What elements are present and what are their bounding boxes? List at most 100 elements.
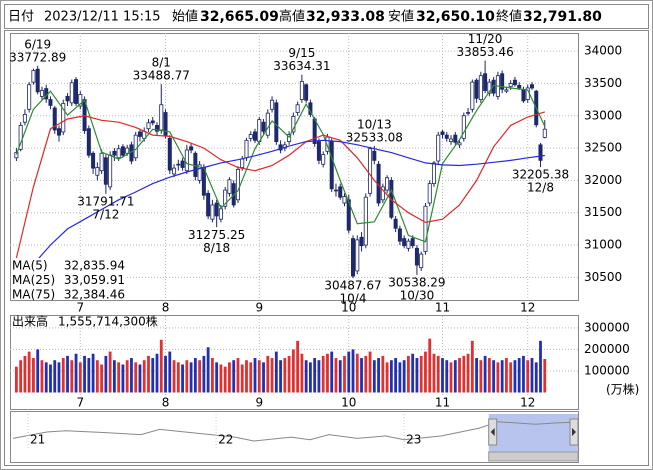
navigator-scrollbar[interactable]: [488, 451, 579, 462]
annotation-date: 11/20: [468, 32, 503, 46]
candle-body: [95, 167, 100, 176]
price-panel: [10, 33, 579, 301]
candle-body: [257, 119, 262, 143]
x-tick-label: 10: [341, 301, 356, 315]
volume-bar: [368, 351, 372, 393]
volume-bar: [402, 360, 406, 393]
volume-bar: [338, 360, 342, 393]
candle-body: [397, 228, 402, 242]
ma-line: [15, 111, 545, 259]
annotation-date: 10/4: [340, 292, 367, 306]
candle-body: [333, 189, 338, 192]
candle-body: [193, 152, 198, 177]
ma-line: [15, 139, 545, 291]
legend-value: 32,384.46: [64, 288, 125, 302]
candle-body: [27, 84, 32, 110]
candle-body: [538, 144, 543, 161]
annotation-date: 8/1: [152, 56, 171, 70]
header-label: 安値: [388, 9, 414, 25]
volume-bar: [215, 362, 219, 393]
volume-bar: [270, 358, 274, 393]
candle-body: [227, 179, 232, 194]
candle-body: [274, 102, 279, 143]
y-tick-label: 31000: [584, 238, 622, 252]
candle-body: [487, 81, 492, 94]
volume-bar: [534, 362, 538, 393]
volume-bar: [441, 358, 444, 393]
annotation-date: 8/18: [203, 241, 230, 255]
volume-panel: [10, 315, 579, 410]
candle-body: [278, 144, 283, 151]
volume-bar: [407, 355, 410, 393]
candle-body: [35, 68, 40, 93]
volume-bar: [309, 362, 312, 393]
volume-bar: [424, 351, 427, 393]
annotation-date: 7/12: [92, 207, 119, 221]
annotation-price: 33634.31: [273, 59, 330, 73]
volume-bar: [411, 353, 415, 393]
candle-body: [240, 158, 245, 168]
navigator-tick-label: 21: [30, 433, 45, 447]
candle-body: [521, 89, 526, 102]
volume-bar: [95, 360, 99, 393]
candle-body: [159, 104, 164, 131]
annotation-date: 12/8: [527, 181, 554, 195]
price-plot: [14, 60, 547, 291]
volume-bar: [176, 362, 180, 393]
candle-body: [22, 114, 27, 123]
candle-body: [351, 238, 356, 277]
x-tick-label: 10: [341, 396, 356, 410]
candle-body: [431, 162, 436, 185]
candle-body: [385, 177, 390, 191]
volume-bar: [543, 359, 547, 393]
volume-bar: [432, 353, 436, 393]
y-tick-label: 33000: [584, 108, 622, 122]
volume-bar: [36, 349, 40, 393]
candle-body: [329, 141, 334, 190]
volume-bar: [168, 351, 172, 393]
candle-body: [461, 115, 466, 139]
volume-bar: [23, 355, 27, 393]
candle-body: [423, 205, 428, 252]
volume-bar: [381, 355, 385, 393]
volume-bar: [351, 349, 355, 393]
volume-bar: [313, 358, 317, 393]
annotation-price: 32205.38: [512, 168, 569, 182]
candle-body: [457, 142, 462, 146]
volume-bar: [61, 358, 65, 393]
volume-bar: [198, 360, 202, 393]
annotation-price: 33853.46: [456, 45, 513, 59]
volume-bar: [228, 362, 231, 393]
candle-body: [393, 218, 398, 229]
candle-body: [427, 183, 432, 204]
candle-body: [39, 90, 44, 97]
volume-bar: [415, 358, 419, 393]
header-value: 32,650.10: [416, 9, 495, 25]
x-tick-label: 12: [520, 396, 535, 410]
candle-body: [508, 83, 513, 88]
candle-body: [120, 146, 125, 156]
volume-bar: [479, 360, 483, 393]
header-box: [4, 4, 649, 29]
candle-body: [299, 81, 304, 100]
candle-body: [414, 247, 419, 266]
candle-body: [218, 208, 223, 220]
candle-body: [206, 192, 211, 217]
volume-bar: [343, 355, 346, 393]
volume-bar: [142, 360, 146, 393]
candle-body: [14, 152, 19, 159]
candle-body: [440, 131, 445, 135]
candle-body: [449, 138, 454, 143]
volume-bar: [526, 360, 530, 393]
candle-body: [504, 89, 509, 92]
volume-bar: [134, 362, 138, 393]
candle-body: [125, 147, 130, 154]
candle-body: [304, 84, 309, 101]
candle-body: [312, 118, 317, 144]
y-tick-label: 32000: [584, 173, 622, 187]
y-tick-label: 31500: [584, 205, 622, 219]
y-tick-label: 30500: [584, 270, 622, 284]
volume-bar: [78, 362, 82, 393]
volume-bar: [398, 362, 402, 393]
